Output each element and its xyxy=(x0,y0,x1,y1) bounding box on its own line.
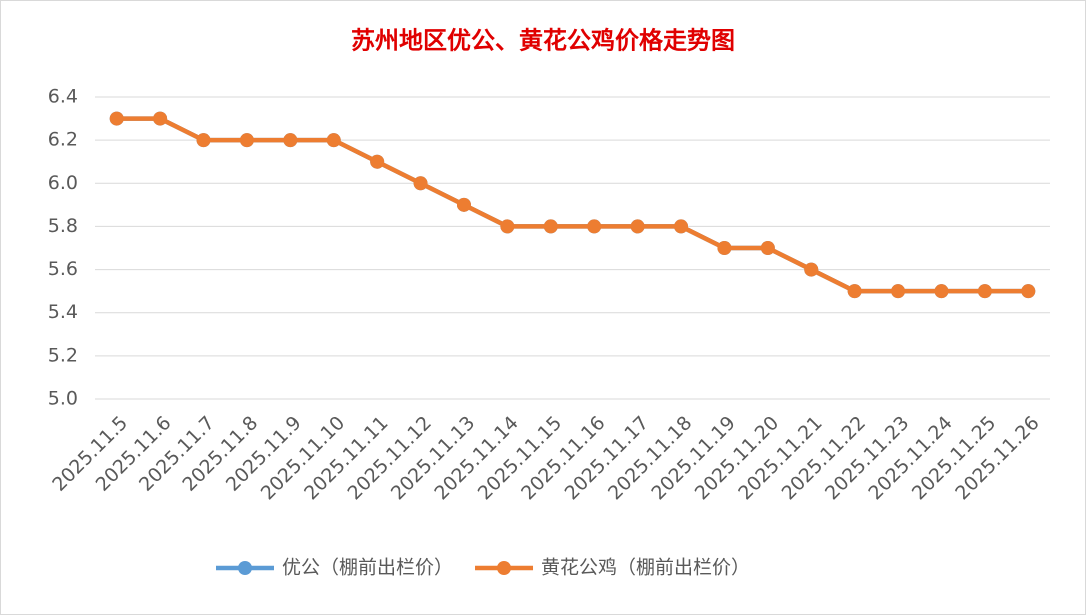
data-point xyxy=(543,219,558,234)
data-point xyxy=(847,284,862,299)
data-point xyxy=(413,176,428,191)
data-point xyxy=(760,241,775,255)
y-tick-label: 6.2 xyxy=(48,129,78,151)
data-point xyxy=(500,219,515,234)
y-tick-label: 5.2 xyxy=(48,344,78,366)
data-point xyxy=(977,284,992,299)
y-tick-label: 5.6 xyxy=(48,258,78,280)
data-point xyxy=(370,154,385,169)
data-point xyxy=(804,262,819,277)
data-point xyxy=(239,133,254,148)
data-point xyxy=(109,111,124,126)
data-point xyxy=(283,133,298,148)
data-point xyxy=(630,219,645,234)
legend-marker xyxy=(497,561,512,575)
legend-marker xyxy=(238,561,252,575)
data-point xyxy=(326,133,341,148)
series-line xyxy=(116,116,1029,294)
y-tick-label: 5.4 xyxy=(48,301,78,323)
data-point xyxy=(587,219,602,234)
data-point xyxy=(674,219,689,234)
y-tick-label: 6.0 xyxy=(48,172,78,194)
data-point xyxy=(717,241,732,255)
chart-title: 苏州地区优公、黄花公鸡价格走势图 xyxy=(351,26,735,55)
data-point xyxy=(196,133,211,148)
data-point xyxy=(1021,284,1036,299)
legend-label: 黄花公鸡（棚前出栏价） xyxy=(541,557,750,579)
y-tick-label: 5.0 xyxy=(48,388,78,410)
y-tick-label: 6.4 xyxy=(48,86,78,108)
data-point xyxy=(934,284,949,299)
y-tick-label: 5.8 xyxy=(48,215,78,237)
data-point xyxy=(456,197,471,212)
data-point xyxy=(153,111,168,126)
data-point xyxy=(891,284,906,299)
legend-label: 优公（棚前出栏价） xyxy=(282,557,453,579)
